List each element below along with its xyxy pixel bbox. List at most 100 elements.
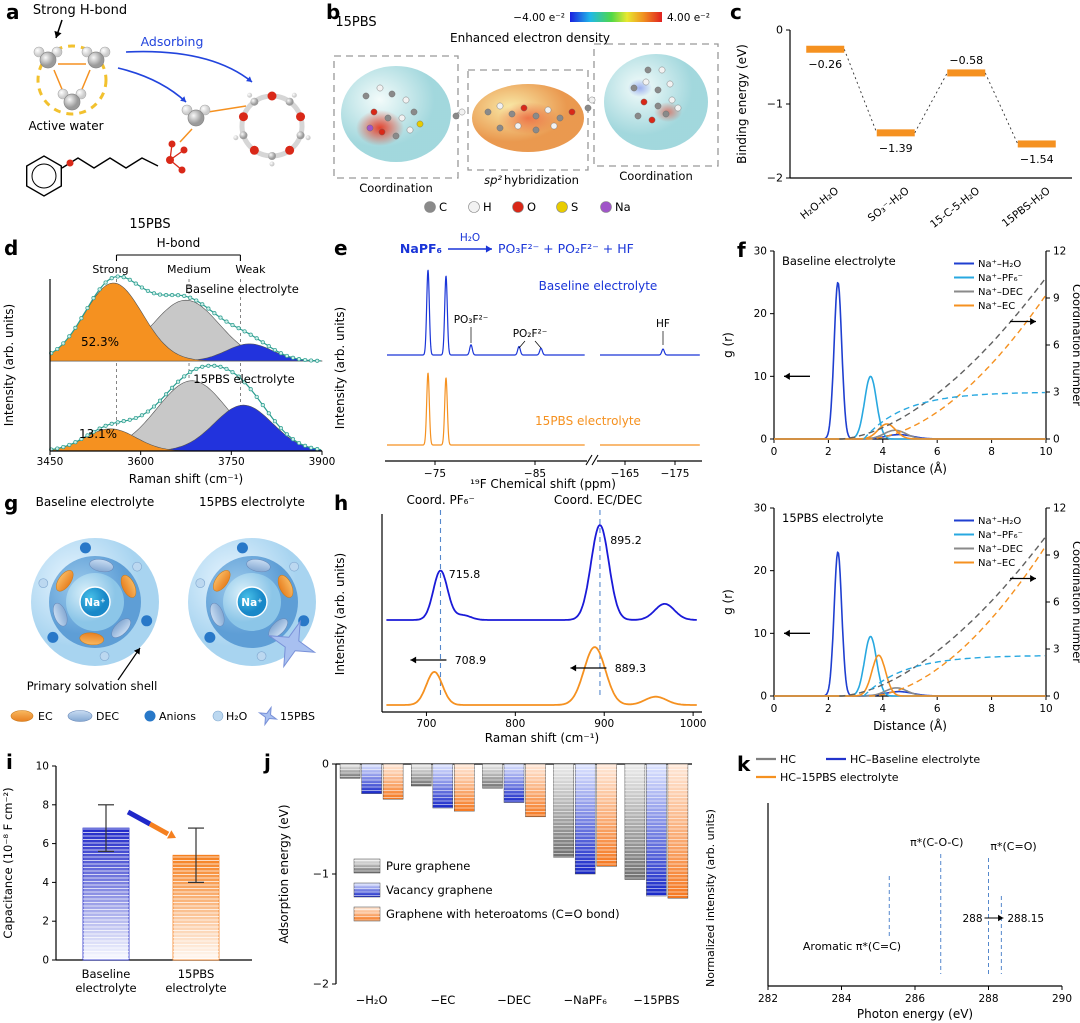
atom	[416, 120, 424, 128]
o-atom	[180, 146, 188, 154]
svg-text:−165: −165	[611, 468, 640, 480]
c-atom	[285, 97, 294, 106]
atom	[392, 132, 400, 140]
panel-g-canvas: Baseline electrolyte 15PBS electrolyte Na⁺…	[10, 495, 317, 727]
dec-molecule	[89, 559, 114, 573]
svg-text:6: 6	[1053, 340, 1060, 352]
panel-h-canvas: Coord. PF₆⁻ Coord. EC/DEC 715.8 895.2 708.9 8…	[333, 493, 707, 745]
j-category-label: −15PBS	[633, 993, 679, 1007]
coord-pf6-label: Coord. PF₆⁻	[407, 493, 475, 507]
dec-molecule	[210, 602, 225, 627]
e-xlabel: ¹⁹F Chemical shift (ppm)	[470, 477, 616, 491]
svg-text:3900: 3900	[309, 456, 336, 468]
atom	[642, 78, 650, 86]
svg-text:hybridization: hybridization	[504, 173, 579, 187]
atom	[370, 108, 378, 116]
atom	[666, 80, 674, 88]
po2f-label: PO₂F²⁻	[513, 328, 548, 340]
svg-text:10: 10	[754, 628, 767, 640]
f-title: 15PBS electrolyte	[782, 511, 883, 525]
h-atom	[199, 104, 211, 116]
o-atom	[178, 166, 186, 174]
atom	[588, 96, 596, 104]
coord-ec-label: Coord. EC/DEC	[554, 493, 642, 507]
c-atom	[296, 131, 305, 140]
legend-15pbs: 15PBS	[280, 710, 315, 723]
i-ylabel: Capacitance (10⁻⁸ F cm⁻²)	[1, 787, 15, 938]
atom	[648, 116, 656, 124]
energy-value-label: −1.54	[1020, 153, 1054, 166]
energy-value-label: −0.58	[949, 54, 983, 67]
dashed-box	[593, 43, 719, 167]
anion	[47, 631, 59, 643]
k-legend-baseline: HC–Baseline electrolyte	[850, 753, 980, 766]
coc-label: π*(C-O-C)	[910, 836, 963, 849]
shift-28815-label: 288.15	[1007, 913, 1044, 925]
o-atom	[66, 159, 74, 167]
atom	[584, 104, 592, 112]
atom	[378, 128, 386, 136]
panel-b-title: 15PBS	[335, 15, 376, 30]
svg-text:1000: 1000	[680, 718, 707, 730]
atom	[366, 124, 374, 132]
atom	[568, 108, 576, 116]
hf-label: HF	[656, 318, 670, 330]
f-xlabel: Distance (Å)	[873, 718, 947, 733]
j-ylabel: Adsorption energy (eV)	[277, 804, 291, 943]
atom	[508, 110, 516, 118]
svg-text:284: 284	[831, 993, 851, 1005]
anion	[141, 615, 153, 627]
f-legend-label: Na⁺–DEC	[978, 287, 1023, 298]
svg-text:electrolyte: electrolyte	[75, 981, 136, 995]
s-atom	[166, 156, 174, 164]
svg-text:0: 0	[42, 955, 49, 967]
pct-label: 13.1%	[79, 427, 117, 441]
dec-molecule	[246, 559, 271, 573]
peak-889-label: 889.3	[615, 662, 647, 675]
atom	[458, 108, 466, 116]
i-category-label: 15PBS	[178, 967, 215, 981]
svg-text:−175: −175	[661, 468, 690, 480]
atom	[654, 102, 662, 110]
o-atom	[168, 140, 176, 148]
svg-text:4: 4	[42, 877, 49, 889]
atom	[550, 122, 558, 130]
reaction-products: PO₃F²⁻ + PO₂F²⁻ + HF	[498, 241, 634, 256]
o-atom	[296, 112, 306, 122]
coordination-left-label: Coordination	[359, 181, 433, 195]
svg-text:0: 0	[776, 24, 783, 37]
o-atom	[267, 91, 277, 101]
j-category-label: −H₂O	[356, 993, 388, 1007]
svg-text:8: 8	[988, 446, 995, 458]
atom	[496, 124, 504, 132]
svg-text:286: 286	[905, 993, 925, 1005]
pct-label: 52.3%	[81, 335, 119, 349]
svg-text:3: 3	[1053, 387, 1060, 399]
h2o-molecule	[132, 561, 142, 572]
ec-molecule	[120, 574, 137, 598]
c-category-label: 15PBS-H₂O	[1000, 185, 1053, 230]
panel-label-c: c	[730, 0, 742, 24]
svg-text:3750: 3750	[218, 456, 245, 468]
panel-label-g: g	[4, 491, 19, 515]
f-legend-label: Na⁺–EC	[978, 558, 1015, 569]
co-label: π*(C=O)	[990, 840, 1036, 853]
h-atom	[181, 104, 193, 116]
spectrum-name: 15PBS electrolyte	[193, 372, 294, 386]
j-category-label: −DEC	[497, 993, 531, 1007]
panel-label-b: b	[326, 0, 341, 24]
sp2-label: sp²	[484, 173, 502, 187]
atom	[634, 112, 642, 120]
atom	[402, 96, 410, 104]
i-category-label: Baseline	[82, 967, 131, 981]
atom-legend-label: O	[527, 200, 536, 214]
svg-text:10: 10	[36, 761, 49, 773]
svg-text:12: 12	[1053, 503, 1066, 515]
svg-text:9: 9	[1053, 550, 1060, 562]
molecule-15pbs-label: 15PBS	[129, 217, 170, 232]
atom	[384, 114, 392, 122]
h-atom	[99, 46, 111, 58]
panel-label-j: j	[264, 750, 271, 774]
atom	[362, 92, 370, 100]
atom	[662, 110, 670, 118]
